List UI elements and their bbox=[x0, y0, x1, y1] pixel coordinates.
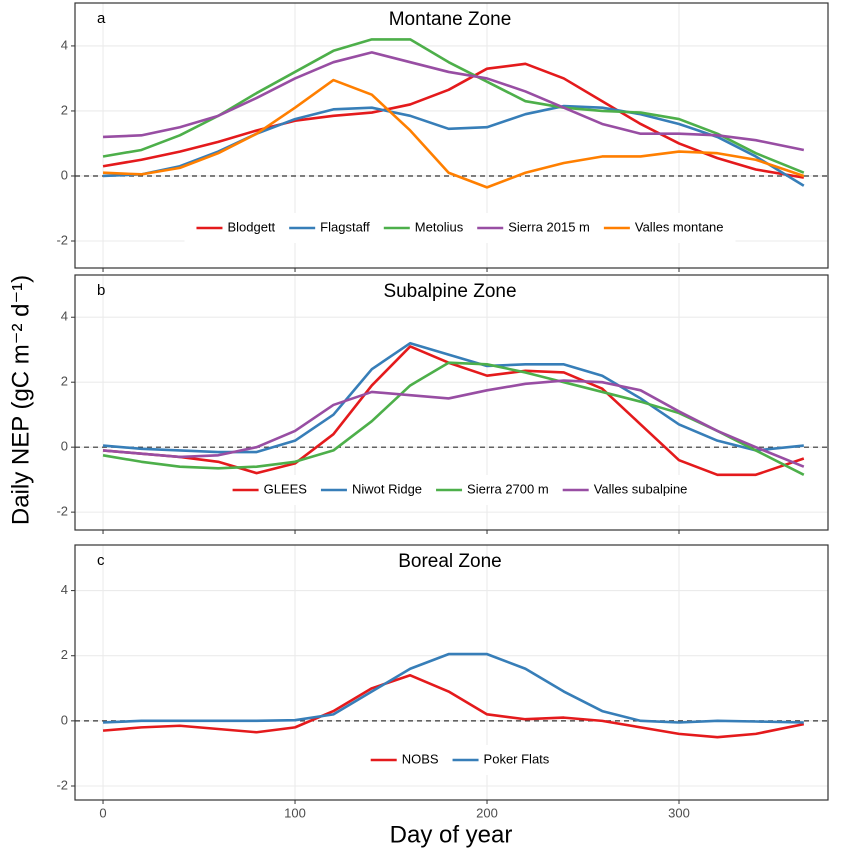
panel-border bbox=[74, 544, 829, 801]
series-line bbox=[102, 379, 805, 468]
series-line bbox=[102, 62, 805, 179]
y-tick-label: 4 bbox=[61, 37, 68, 52]
legend: GLEES Niwot Ridge Sierra 2700 m Valles suba… bbox=[232, 481, 688, 496]
y-tick-label: 0 bbox=[61, 439, 68, 454]
legend-label: GLEES bbox=[264, 481, 308, 496]
y-tick-label: 4 bbox=[61, 582, 68, 597]
y-tick-label: -2 bbox=[56, 777, 68, 792]
legend-label: Poker Flats bbox=[484, 751, 550, 766]
legend-label: Valles subalpine bbox=[594, 481, 688, 496]
y-tick-label: 2 bbox=[61, 102, 68, 117]
legend-label: NOBS bbox=[402, 751, 439, 766]
y-tick-label: 2 bbox=[61, 374, 68, 389]
legend-label: Metolius bbox=[415, 219, 464, 234]
x-tick-label: 0 bbox=[99, 805, 106, 820]
legend-label: Sierra 2700 m bbox=[467, 481, 549, 496]
series-line bbox=[102, 341, 804, 454]
legend-label: Blodgett bbox=[227, 219, 275, 234]
panel-border bbox=[74, 2, 829, 269]
x-tick-label: 200 bbox=[476, 805, 498, 820]
legend-background bbox=[184, 213, 736, 243]
legend-label: Flagstaff bbox=[320, 219, 370, 234]
series-line bbox=[102, 361, 805, 476]
panel-letter: b bbox=[97, 282, 105, 299]
legend-label: Valles montane bbox=[635, 219, 724, 234]
legend: NOBS Poker Flats bbox=[370, 751, 550, 766]
legend-label: Niwot Ridge bbox=[352, 481, 422, 496]
panel-title: Boreal Zone bbox=[398, 551, 502, 572]
series-line bbox=[102, 104, 805, 187]
series-line bbox=[102, 51, 805, 152]
panel-letter: a bbox=[97, 10, 106, 27]
panel-letter: c bbox=[97, 552, 105, 569]
legend-label: Sierra 2015 m bbox=[508, 219, 590, 234]
panel-title: Subalpine Zone bbox=[383, 281, 516, 302]
y-tick-label: 4 bbox=[61, 309, 68, 324]
y-tick-label: 0 bbox=[61, 167, 68, 182]
x-tick-label: 100 bbox=[284, 805, 306, 820]
x-axis-label: Day of year bbox=[390, 821, 513, 848]
panel-title: Montane Zone bbox=[389, 9, 512, 30]
series-line bbox=[102, 78, 805, 189]
panel-border bbox=[74, 274, 829, 531]
y-tick-label: 2 bbox=[61, 647, 68, 662]
y-tick-label: -2 bbox=[56, 504, 68, 519]
y-tick-label: -2 bbox=[56, 232, 68, 247]
y-tick-label: 0 bbox=[61, 712, 68, 727]
y-axis-label: Daily NEP (gC m⁻² d⁻¹) bbox=[7, 275, 34, 525]
series-line bbox=[102, 673, 805, 739]
legend: Blodgett Flagstaff Metolius Sierra 2015 m Va… bbox=[196, 219, 724, 234]
x-tick-label: 300 bbox=[668, 805, 690, 820]
series-line bbox=[102, 652, 804, 724]
